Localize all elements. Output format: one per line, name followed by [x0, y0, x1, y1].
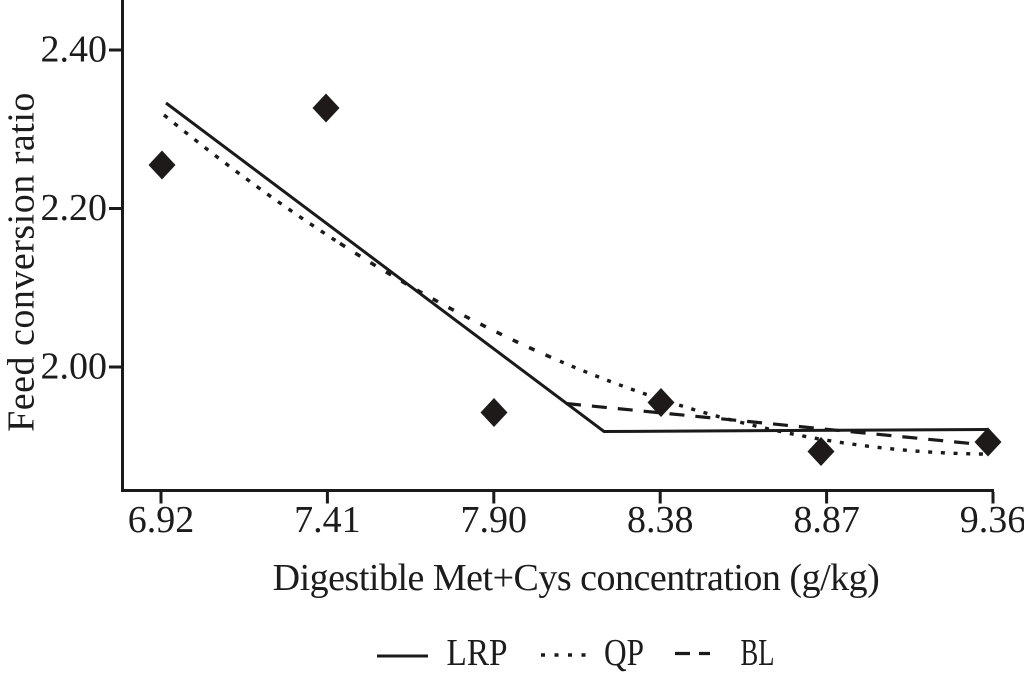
svg-text:BL: BL	[741, 632, 775, 673]
svg-text:2.40: 2.40	[41, 29, 108, 71]
svg-text:Feed conversion ratio: Feed conversion ratio	[1, 92, 43, 432]
svg-text:2.20: 2.20	[41, 187, 108, 229]
svg-text:2.00: 2.00	[41, 346, 108, 388]
svg-text:7.41: 7.41	[294, 499, 361, 541]
svg-text:LRP: LRP	[447, 632, 508, 673]
svg-text:QP: QP	[604, 632, 644, 673]
svg-text:6.92: 6.92	[128, 499, 195, 541]
svg-text:9.36: 9.36	[960, 499, 1024, 541]
svg-text:Digestible Met+Cys concentrati: Digestible Met+Cys concentration (g/kg)	[273, 557, 880, 599]
svg-text:8.87: 8.87	[793, 499, 860, 541]
svg-text:7.90: 7.90	[461, 499, 528, 541]
svg-text:8.38: 8.38	[627, 499, 694, 541]
